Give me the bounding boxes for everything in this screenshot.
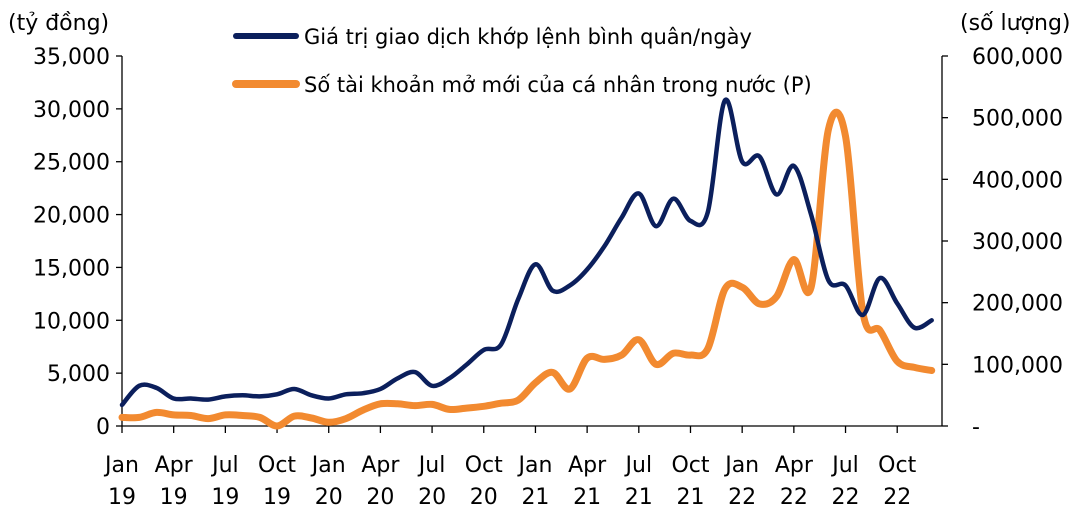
x-tick-year: 20 bbox=[470, 485, 498, 510]
right-axis-ticks: - 100,000 200,000 300,000 400,000 500,000 600,… bbox=[942, 45, 1063, 440]
x-tick-year: 21 bbox=[676, 485, 704, 510]
series-layer bbox=[118, 97, 936, 430]
x-tick-year: 19 bbox=[263, 485, 291, 510]
x-tick-year: 21 bbox=[521, 485, 549, 510]
legend-label-series-1: Giá trị giao dịch khớp lệnh bình quân/ng… bbox=[304, 25, 752, 49]
x-tick-year: 20 bbox=[315, 485, 343, 510]
left-tick-label: 20,000 bbox=[33, 204, 110, 229]
x-tick-month: Jul bbox=[417, 453, 446, 478]
left-tick-label: 10,000 bbox=[33, 309, 110, 334]
x-tick-month: Jan bbox=[723, 453, 759, 478]
right-tick-label: 100,000 bbox=[972, 353, 1063, 378]
x-tick-month: Apr bbox=[775, 453, 814, 478]
right-tick-label: 400,000 bbox=[972, 168, 1063, 193]
right-tick-label: 300,000 bbox=[972, 230, 1063, 255]
x-tick-year: 20 bbox=[418, 485, 446, 510]
x-tick-year: 19 bbox=[160, 485, 188, 510]
x-tick-month: Jan bbox=[516, 453, 552, 478]
x-tick-year: 22 bbox=[780, 485, 808, 510]
left-axis-ticks: 0 5,000 10,000 15,000 20,000 25,000 30,000 35,0… bbox=[33, 45, 122, 440]
left-tick-label: 0 bbox=[96, 415, 110, 440]
x-tick-year: 22 bbox=[883, 485, 911, 510]
x-tick-month: Apr bbox=[155, 453, 194, 478]
legend-label-series-2: Số tài khoản mở mới của cá nhân trong nư… bbox=[304, 73, 812, 97]
x-tick-month: Oct bbox=[465, 453, 503, 478]
right-tick-label: 600,000 bbox=[972, 45, 1063, 70]
x-tick-year: 22 bbox=[728, 485, 756, 510]
x-tick-month: Oct bbox=[878, 453, 916, 478]
x-tick-year: 20 bbox=[366, 485, 394, 510]
x-tick-year: 21 bbox=[573, 485, 601, 510]
x-axis-ticks: Jan 19 Apr 19 Jul 19 Oct 19 Jan 20 Apr 20 Jul 20 Oct 20… bbox=[103, 426, 917, 510]
right-tick-label: - bbox=[972, 415, 980, 440]
left-tick-label: 30,000 bbox=[33, 98, 110, 123]
left-tick-label: 25,000 bbox=[33, 151, 110, 176]
x-tick-month: Jul bbox=[830, 453, 859, 478]
left-tick-label: 35,000 bbox=[33, 45, 110, 70]
series-line-1 bbox=[119, 97, 934, 408]
x-tick-month: Jul bbox=[210, 453, 239, 478]
x-tick-month: Jul bbox=[624, 453, 653, 478]
x-tick-month: Apr bbox=[361, 453, 400, 478]
legend: Giá trị giao dịch khớp lệnh bình quân/ng… bbox=[232, 25, 812, 97]
left-tick-label: 5,000 bbox=[47, 362, 110, 387]
right-tick-label: 500,000 bbox=[972, 107, 1063, 132]
left-axis-unit: (tỷ đồng) bbox=[8, 11, 109, 36]
x-tick-year: 19 bbox=[108, 485, 136, 510]
right-tick-label: 200,000 bbox=[972, 292, 1063, 317]
x-tick-month: Jan bbox=[103, 453, 139, 478]
x-tick-year: 19 bbox=[211, 485, 239, 510]
left-tick-label: 15,000 bbox=[33, 256, 110, 281]
series-line-2 bbox=[118, 108, 936, 430]
x-tick-year: 22 bbox=[832, 485, 860, 510]
x-tick-year: 21 bbox=[625, 485, 653, 510]
right-axis-unit: (số lượng) bbox=[960, 11, 1071, 36]
x-tick-month: Oct bbox=[258, 453, 296, 478]
x-tick-month: Jan bbox=[310, 453, 346, 478]
x-tick-month: Apr bbox=[568, 453, 607, 478]
x-tick-month: Oct bbox=[671, 453, 709, 478]
